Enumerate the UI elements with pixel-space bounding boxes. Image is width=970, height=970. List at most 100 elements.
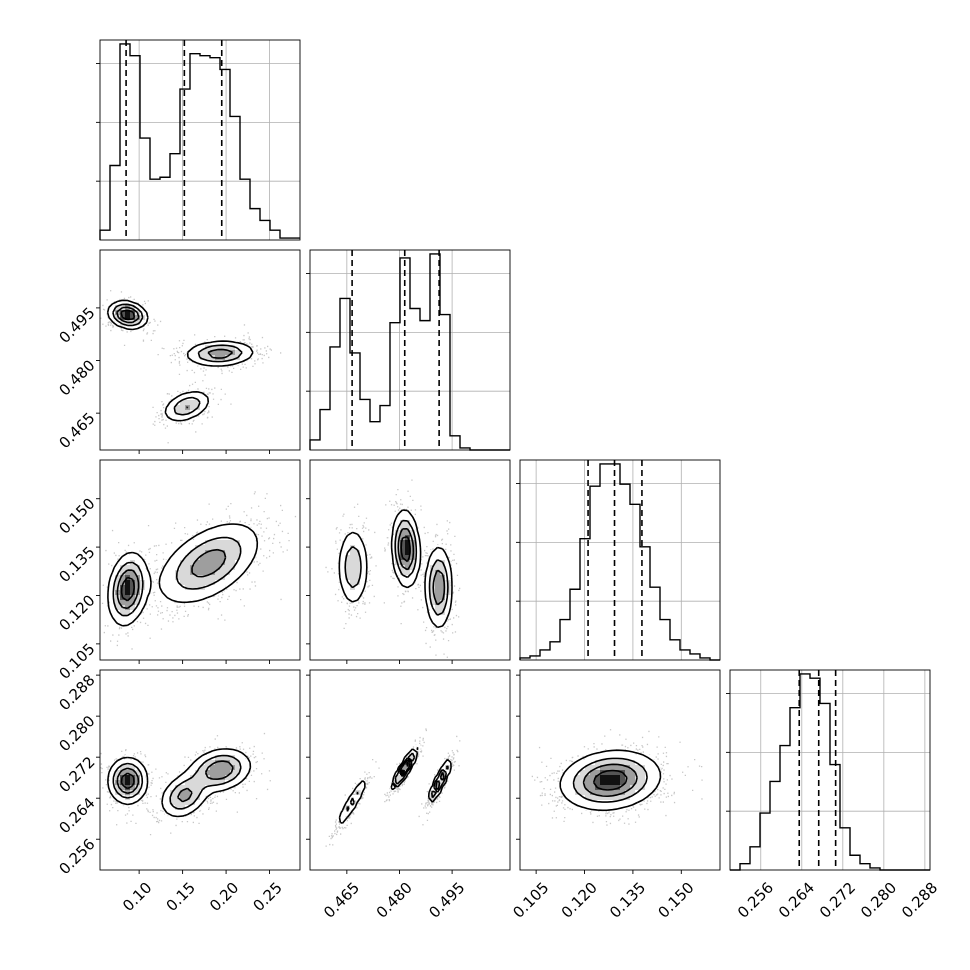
density-cell (195, 395, 201, 401)
density-cell (180, 550, 186, 556)
density-cell (245, 345, 251, 351)
density-cell (630, 790, 636, 796)
density-cell (120, 570, 126, 576)
density-cell (625, 785, 631, 791)
density-cell (410, 575, 416, 581)
density-cell (125, 800, 131, 806)
density-cell (195, 595, 201, 601)
density-cell (350, 545, 356, 551)
density-cell (200, 350, 206, 356)
density-cell (235, 565, 241, 571)
density-cell (240, 540, 246, 546)
density-cell (355, 570, 361, 576)
density-cell (185, 555, 191, 561)
density-cell (590, 800, 596, 806)
density-cell (115, 310, 121, 316)
density-cell (180, 560, 186, 566)
density-cell (410, 520, 416, 526)
density-cell (390, 545, 396, 551)
density-cell (175, 595, 181, 601)
density-cell (435, 605, 441, 611)
density-cell (225, 575, 231, 581)
contour-line (112, 536, 242, 617)
pair-panel-2-3 (516, 669, 721, 874)
density-cell (435, 610, 441, 616)
density-cell (225, 560, 231, 566)
density-cell (220, 570, 226, 576)
density-cell (115, 760, 121, 766)
density-cell (135, 555, 141, 561)
density-cell (110, 610, 116, 616)
density-cell (345, 585, 351, 591)
density-cell (565, 795, 571, 801)
density-cell (115, 770, 121, 776)
density-cell (605, 790, 611, 796)
density-cell (350, 570, 356, 576)
density-cell (645, 785, 651, 791)
density-cell (190, 795, 196, 801)
density-cell (205, 585, 211, 591)
density-cell (230, 545, 236, 551)
density-cell (215, 555, 221, 561)
density-cell (130, 765, 136, 771)
density-cell (400, 765, 406, 771)
density-cell (610, 805, 616, 811)
density-cell (225, 580, 231, 586)
density-cell (145, 580, 151, 586)
density-cell (135, 560, 141, 566)
density-cell (410, 580, 416, 586)
density-cell (135, 305, 141, 311)
density-cell (140, 310, 146, 316)
density-cell (610, 780, 616, 786)
density-cell (640, 755, 646, 761)
density-cell (125, 325, 131, 331)
density-cell (235, 750, 241, 756)
panel-frame (99, 459, 301, 661)
density-cell (115, 565, 121, 571)
density-cell (355, 585, 361, 591)
density-cell (110, 580, 116, 586)
density-cell (195, 390, 201, 396)
density-cell (360, 560, 366, 566)
density-cell (620, 760, 626, 766)
density-cell (180, 570, 186, 576)
density-cell (435, 620, 441, 626)
density-cell (440, 605, 446, 611)
density-cell (345, 545, 351, 551)
density-cell (110, 585, 116, 591)
density-cell (590, 795, 596, 801)
density-cell (220, 540, 226, 546)
density-cell (235, 530, 241, 536)
density-cell (115, 320, 121, 326)
density-cell (210, 770, 216, 776)
x-tick-label: 0.150 (655, 879, 698, 922)
density-cell (605, 770, 611, 776)
density-cell (435, 600, 441, 606)
density-cell (220, 525, 226, 531)
contour-line (338, 509, 453, 629)
density-cell (185, 545, 191, 551)
density-cell (215, 360, 221, 366)
density-cell (565, 785, 571, 791)
density-cell (600, 765, 606, 771)
density-cell (230, 575, 236, 581)
density-cell (410, 560, 416, 566)
density-cell (230, 340, 236, 346)
density-cell (110, 765, 116, 771)
density-cell (210, 530, 216, 536)
density-cell (400, 525, 406, 531)
density-cell (120, 590, 126, 596)
density-cell (195, 590, 201, 596)
density-cell (190, 590, 196, 596)
density-cell (610, 785, 616, 791)
density-cell (615, 780, 621, 786)
density-cell (195, 765, 201, 771)
density-cell (135, 565, 141, 571)
density-cell (170, 790, 176, 796)
density-cell (175, 580, 181, 586)
density-cell (410, 565, 416, 571)
density-cell (225, 555, 231, 561)
density-cell (615, 775, 621, 781)
density-cell (235, 350, 241, 356)
density-cell (120, 300, 126, 306)
